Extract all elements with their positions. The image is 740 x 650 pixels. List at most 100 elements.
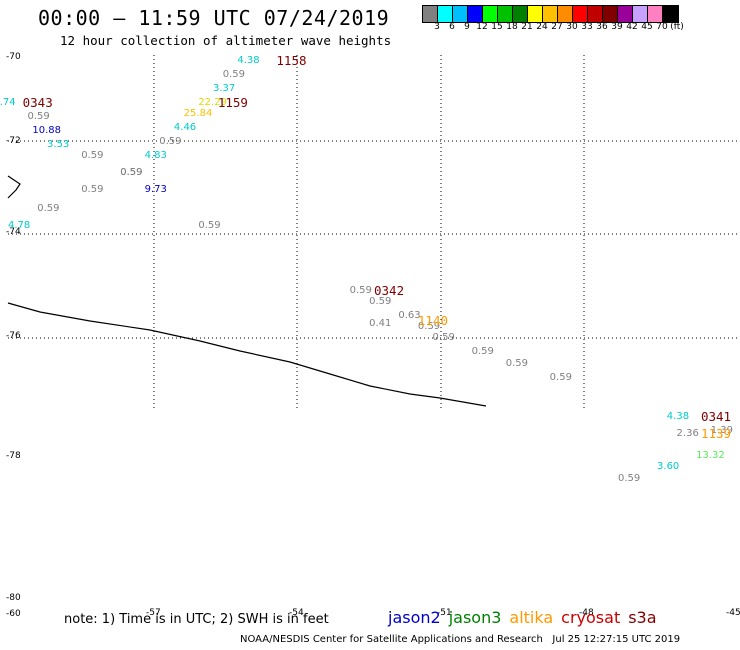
wave-height-value: 0.59 — [618, 472, 641, 484]
pass-time-label: 0343 — [22, 94, 53, 110]
wave-height-value: 0.59 — [222, 68, 245, 80]
longitude-label: -45 — [726, 608, 740, 618]
wave-height-value: 4.78 — [8, 220, 31, 232]
colorbar-swatch — [498, 6, 513, 22]
colorbar-label: 39 — [611, 22, 623, 32]
satellite-legend: jason2 jason3 altika cryosat s3a — [388, 608, 665, 627]
colorbar-swatch — [453, 6, 468, 22]
colorbar-label: 18 — [506, 22, 518, 32]
wave-height-value: 3.53 — [47, 138, 70, 150]
wave-height-value: 0.59 — [27, 110, 50, 122]
generated-timestamp: Jul 25 12:27:15 UTC 2019 — [552, 634, 681, 645]
legend-entry: cryosat — [561, 608, 621, 627]
longitude-label: -54 — [289, 608, 304, 618]
wave-height-value: 10.88 — [32, 124, 62, 136]
colorbar-swatch — [618, 6, 633, 22]
legend-entry: jason3 — [448, 608, 502, 627]
colorbar-label: 6 — [449, 22, 455, 32]
pass-time-label: 1158 — [276, 52, 307, 68]
latitude-label: -76 — [6, 331, 21, 341]
credit-text: NOAA/NESDIS Center for Satellite Applica… — [240, 634, 543, 645]
wave-height-value: 3.37 — [212, 82, 236, 94]
map-title: 00:00 – 11:59 UTC 07/24/2019 — [38, 6, 390, 30]
legend-entry: s3a — [628, 608, 657, 627]
colorbar-swatch — [528, 6, 543, 22]
pass-time-label: 1139 — [700, 425, 732, 441]
wave-height-value: 4.46 — [173, 121, 197, 133]
wave-height-value: 13.32 — [696, 450, 725, 462]
colorbar-swatch — [573, 6, 588, 22]
wave-height-value: 0.59 — [505, 357, 529, 369]
wave-height-value: 1.39 — [710, 424, 733, 436]
wave-height-value: 3.60 — [657, 461, 680, 473]
wave-height-value: 4.38 — [666, 410, 690, 422]
coastline — [7, 302, 487, 407]
legend-entry: altika — [509, 608, 554, 627]
wave-height-value: 25.84 — [183, 107, 213, 119]
latitude-label: -78 — [6, 451, 21, 461]
wave-height-value: 0.59 — [369, 295, 392, 307]
wave-height-value: 0.59 — [120, 166, 143, 178]
wave-height-value: 2.36 — [676, 427, 699, 439]
colorbar-swatch — [603, 6, 618, 22]
colorbar-label: 36 — [596, 22, 608, 32]
colorbar-swatch — [423, 6, 438, 22]
latitude-label: -74 — [6, 227, 21, 237]
latitude-label: -72 — [6, 136, 21, 146]
wave-height-value: 9.73 — [144, 183, 167, 195]
wave-height-value: 0.59 — [471, 346, 494, 358]
latitude-label: -80 — [6, 593, 21, 603]
colorbar-label: 70 — [656, 22, 668, 32]
legend-entry: jason2 — [388, 608, 441, 627]
pass-time-label: 0341 — [700, 408, 732, 424]
colorbar-label: 24 — [536, 22, 548, 32]
map-subtitle: 12 hour collection of altimeter wave hei… — [60, 33, 392, 48]
colorbar-label: 9 — [464, 22, 470, 32]
credit-line: NOAA/NESDIS Center for Satellite Applica… — [240, 634, 680, 645]
wave-height-value: 0.59 — [120, 166, 143, 178]
wave-height-value: 5.74 — [0, 96, 16, 108]
colorbar-label: 15 — [491, 22, 503, 32]
footnote: note: 1) Time is in UTC; 2) SWH is in fe… — [64, 612, 329, 627]
colorbar-label: 12 — [476, 22, 488, 32]
wave-height-value: 0.59 — [198, 220, 221, 232]
colorbar-label: (ft) — [670, 22, 684, 32]
wave-height-value: 0.59 — [349, 284, 372, 296]
colorbar-label: 42 — [626, 22, 638, 32]
wave-height-value: 22.29 — [198, 96, 227, 108]
wave-height-value: 4.38 — [237, 54, 260, 66]
wave-height-value: 0.41 — [369, 318, 392, 330]
colorbar-swatch — [663, 6, 678, 22]
wave-height-value: 0.59 — [81, 149, 104, 161]
colorbar-swatch — [588, 6, 603, 22]
wave-height-value: 0.59 — [37, 203, 60, 215]
wave-height-value: 0.63 — [398, 309, 421, 321]
colorbar-swatch — [513, 6, 528, 22]
longitude-label: -51 — [437, 608, 452, 618]
wave-height-value: 0.59 — [81, 183, 104, 195]
colorbar-swatch — [438, 6, 453, 22]
colorbar-swatch — [633, 6, 648, 22]
colorbar-label: 45 — [641, 22, 653, 32]
colorbar-label: 33 — [581, 22, 593, 32]
colorbar-swatch — [468, 6, 483, 22]
coastline-fragment — [7, 175, 21, 199]
colorbar-label: 21 — [521, 22, 533, 32]
pass-time-label: 0342 — [374, 282, 405, 298]
colorbar-label: 30 — [566, 22, 578, 32]
colorbar-label: 3 — [434, 22, 440, 32]
longitude-label: -60 — [6, 609, 21, 619]
colorbar-swatch — [483, 6, 498, 22]
colorbar-swatch — [648, 6, 663, 22]
latitude-label: -70 — [6, 52, 21, 62]
wave-height-value: 0.59 — [417, 321, 441, 333]
wave-height-value: 0.59 — [549, 371, 572, 383]
colorbar-label: 27 — [551, 22, 563, 32]
wave-height-colorbar — [422, 5, 679, 23]
wave-height-value: 0.59 — [159, 135, 182, 147]
pass-time-label: 1140 — [417, 313, 449, 329]
colorbar-swatch — [558, 6, 573, 22]
longitude-label: -48 — [579, 608, 594, 618]
